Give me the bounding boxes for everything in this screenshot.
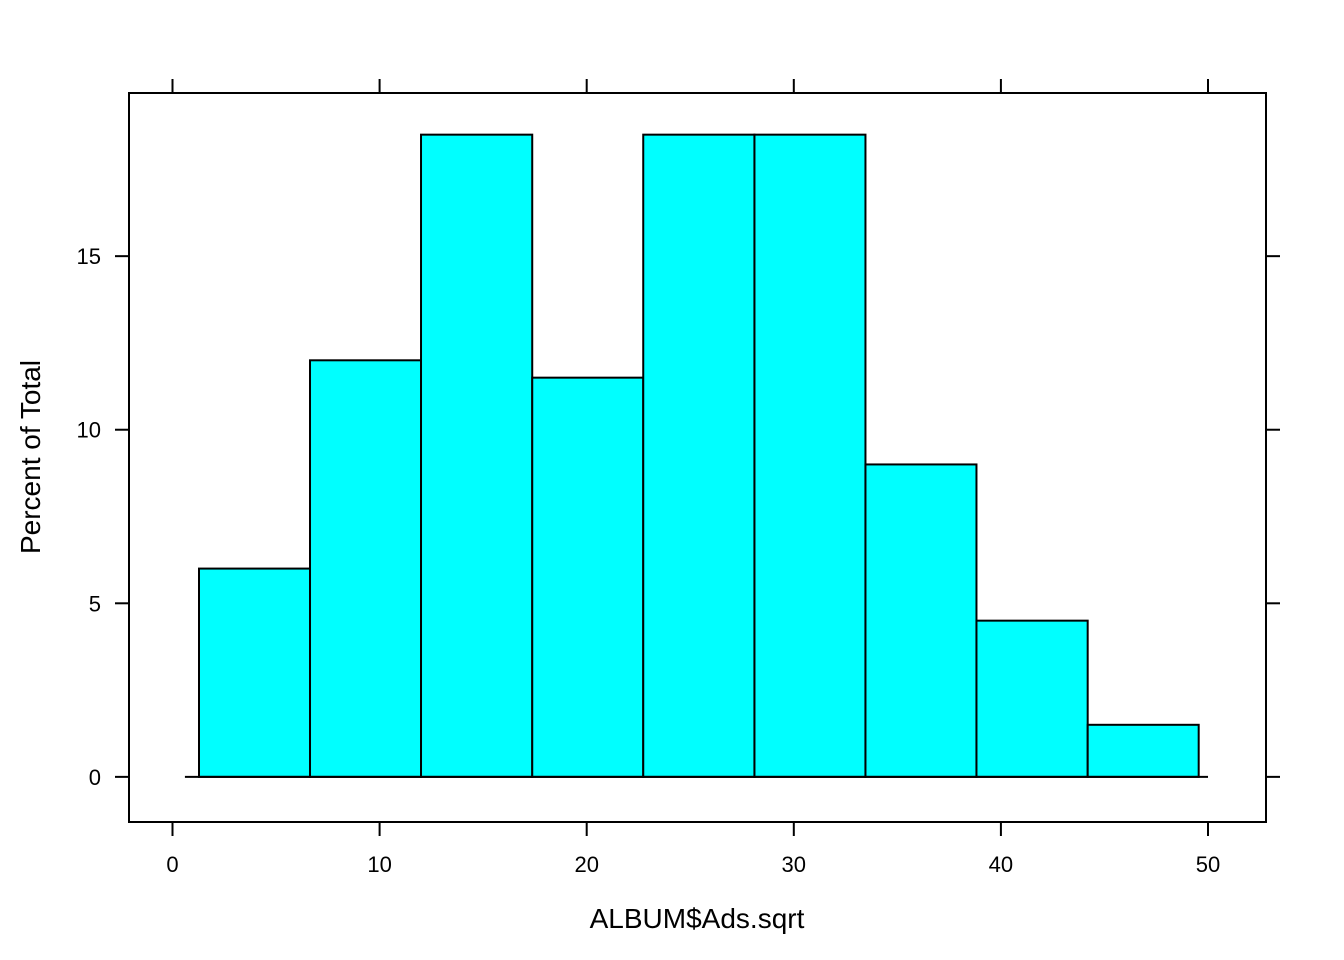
x-axis-ticks: 0 10 20 30 40 50 xyxy=(166,79,1220,877)
histogram-bar-1 xyxy=(198,567,312,778)
bars-group xyxy=(198,133,1200,778)
y-axis-ticks: 0 5 10 15 xyxy=(77,244,1280,790)
histogram-bar-3 xyxy=(420,133,534,778)
histogram-bar-4 xyxy=(531,376,645,778)
histogram-bar-8 xyxy=(975,619,1089,778)
x-tick-label: 0 xyxy=(166,852,178,877)
histogram-bar-6 xyxy=(753,133,867,778)
y-tick-label: 15 xyxy=(77,244,101,269)
x-tick-label: 10 xyxy=(367,852,391,877)
histogram-bar-2 xyxy=(309,359,423,778)
x-axis-label: ALBUM$Ads.sqrt xyxy=(590,903,805,934)
x-tick-label: 30 xyxy=(782,852,806,877)
x-tick-label: 40 xyxy=(989,852,1013,877)
y-tick-label: 10 xyxy=(77,418,101,443)
histogram-bar-9 xyxy=(1086,723,1200,778)
y-tick-label: 5 xyxy=(89,591,101,616)
histogram-bar-7 xyxy=(864,463,978,778)
histogram-bar-5 xyxy=(642,133,756,778)
y-tick-label: 0 xyxy=(89,765,101,790)
y-axis-label: Percent of Total xyxy=(15,360,46,554)
x-tick-label: 20 xyxy=(574,852,598,877)
plot-panel xyxy=(128,92,1267,823)
x-tick-label: 50 xyxy=(1196,852,1220,877)
